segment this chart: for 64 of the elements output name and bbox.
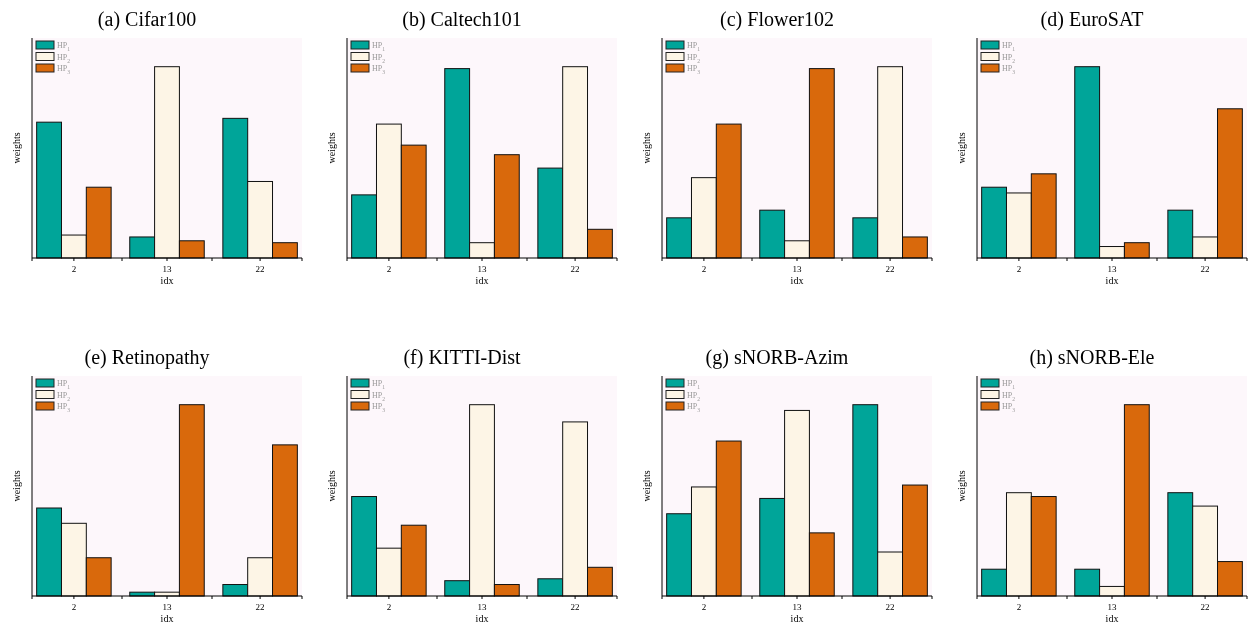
y-axis-title: weights xyxy=(956,132,967,164)
x-tick-label: 22 xyxy=(885,264,895,274)
y-axis-title: weights xyxy=(641,132,652,164)
x-tick-label: 13 xyxy=(477,602,487,612)
chart-title: (d) EuroSAT xyxy=(1040,8,1144,31)
chart-title: (f) KITTI-Dist xyxy=(403,346,522,369)
x-axis-title: idx xyxy=(790,275,804,286)
x-tick-label: 13 xyxy=(1107,602,1117,612)
chart-title: (a) Cifar100 xyxy=(97,8,197,31)
x-axis-title: idx xyxy=(475,275,489,286)
x-tick-label: 2 xyxy=(701,602,707,612)
chart-title: (h) sNORB-Ele xyxy=(1029,346,1155,369)
x-tick-label: 22 xyxy=(570,264,580,274)
x-tick-label: 13 xyxy=(1107,264,1117,274)
x-axis-title: idx xyxy=(160,275,174,286)
legend-label: HP$_{1}$ xyxy=(1002,41,1016,52)
x-axis-title: idx xyxy=(160,613,174,624)
chart-title: (e) Retinopathy xyxy=(84,346,210,369)
y-axis-title: weights xyxy=(326,470,337,502)
legend-label: HP$_{1}$ xyxy=(57,41,71,52)
x-tick-label: 13 xyxy=(792,602,802,612)
x-tick-label: 2 xyxy=(701,264,707,274)
legend-label: HP$_{2}$ xyxy=(57,52,71,64)
legend-label: HP$_{2}$ xyxy=(372,390,386,402)
legend-label: HP$_{2}$ xyxy=(687,52,701,64)
legend-label: HP$_{2}$ xyxy=(57,390,71,402)
x-tick-label: 13 xyxy=(477,264,487,274)
x-tick-label: 22 xyxy=(255,602,265,612)
x-axis-title: idx xyxy=(790,613,804,624)
x-tick-label: 22 xyxy=(570,602,580,612)
y-axis-title: weights xyxy=(326,132,337,164)
x-tick-label: 2 xyxy=(386,264,392,274)
x-axis-title: idx xyxy=(1105,275,1119,286)
y-axis-title: weights xyxy=(956,470,967,502)
x-tick-label: 22 xyxy=(1200,602,1210,612)
x-tick-label: 2 xyxy=(71,264,77,274)
x-tick-label: 2 xyxy=(386,602,392,612)
legend-label: HP$_{1}$ xyxy=(687,41,701,52)
chart-title: (b) Caltech101 xyxy=(402,8,522,31)
x-tick-label: 22 xyxy=(255,264,265,274)
legend-label: HP$_{1}$ xyxy=(687,379,701,390)
chart-title: (g) sNORB-Azim xyxy=(705,346,849,369)
x-axis-title: idx xyxy=(1105,613,1119,624)
x-tick-label: 13 xyxy=(162,264,172,274)
legend-label: HP$_{2}$ xyxy=(687,390,701,402)
legend-label: HP$_{1}$ xyxy=(1002,379,1016,390)
chart-title: (c) Flower102 xyxy=(720,8,834,31)
x-tick-label: 13 xyxy=(162,602,172,612)
x-tick-label: 2 xyxy=(1016,264,1022,274)
legend-label: HP$_{1}$ xyxy=(57,379,71,390)
x-axis-title: idx xyxy=(475,613,489,624)
legend-label: HP$_{1}$ xyxy=(372,41,386,52)
legend-label: HP$_{1}$ xyxy=(372,379,386,390)
x-tick-label: 13 xyxy=(792,264,802,274)
y-axis-title: weights xyxy=(11,470,22,502)
x-tick-label: 2 xyxy=(71,602,77,612)
y-axis-title: weights xyxy=(11,132,22,164)
x-tick-label: 2 xyxy=(1016,602,1022,612)
legend-label: HP$_{2}$ xyxy=(1002,52,1016,64)
x-tick-label: 22 xyxy=(1200,264,1210,274)
legend-label: HP$_{2}$ xyxy=(372,52,386,64)
x-tick-label: 22 xyxy=(885,602,895,612)
y-axis-title: weights xyxy=(641,470,652,502)
legend-label: HP$_{2}$ xyxy=(1002,390,1016,402)
